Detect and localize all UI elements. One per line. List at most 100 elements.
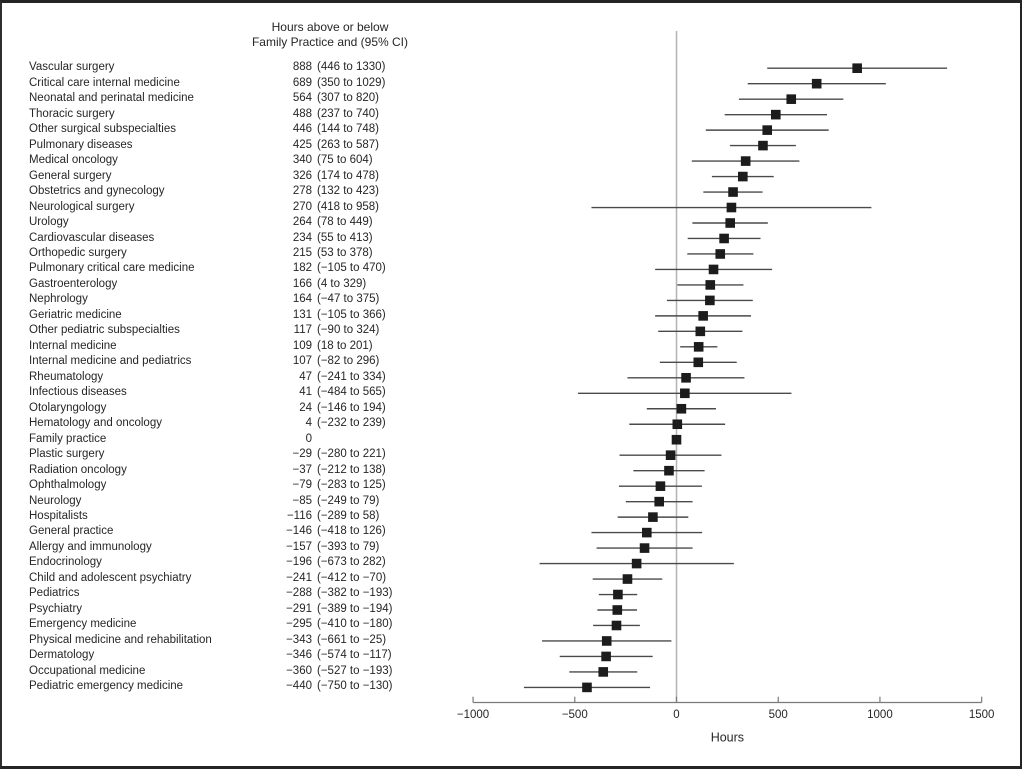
specialty-row: Medical oncology 340 (75 to 604) xyxy=(0,153,450,168)
point-marker xyxy=(601,636,612,646)
specialty-label: Occupational medicine xyxy=(29,664,146,677)
point-marker xyxy=(671,434,682,445)
point-marker xyxy=(654,496,665,507)
specialty-row: Pulmonary diseases 425 (263 to 587) xyxy=(0,138,450,153)
point-marker xyxy=(676,403,687,414)
confidence-interval-text: (−661 to −25) xyxy=(317,633,387,646)
confidence-interval-text: (−484 to 565) xyxy=(317,386,386,399)
specialty-label: Physical medicine and rehabilitation xyxy=(29,633,212,646)
point-marker xyxy=(641,527,652,538)
specialty-label: Orthopedic surgery xyxy=(29,247,127,260)
specialty-label: Critical care internal medicine xyxy=(29,76,180,89)
estimate-value: 215 xyxy=(292,247,312,260)
estimate-value: −295 xyxy=(286,618,312,631)
point-marker xyxy=(672,419,683,430)
point-marker xyxy=(611,620,622,631)
estimate-value: 278 xyxy=(292,185,312,198)
specialty-label: Ophthalmology xyxy=(29,479,107,492)
specialty-label: Urology xyxy=(29,216,69,229)
confidence-interval-text: (−574 to −117) xyxy=(317,649,392,662)
confidence-interval-text: (263 to 587) xyxy=(317,138,380,151)
specialty-label: Nephrology xyxy=(29,293,88,306)
point-marker xyxy=(639,543,650,553)
confidence-interval-text: (−527 to −193) xyxy=(317,664,393,677)
specialty-row: General practice −146 (−418 to 126) xyxy=(0,524,450,539)
confidence-interval-text: (−280 to 221) xyxy=(317,448,386,461)
point-marker xyxy=(705,295,715,306)
point-marker xyxy=(852,63,862,73)
specialty-row: Emergency medicine −295 (−410 to −180) xyxy=(0,617,450,632)
estimate-value: −440 xyxy=(286,680,312,693)
confidence-interval-text: (4 to 329) xyxy=(317,277,367,290)
point-marker xyxy=(622,574,633,584)
confidence-interval-text: (−146 to 194) xyxy=(317,401,386,414)
confidence-interval-text: (−90 to 324) xyxy=(317,324,380,337)
estimate-value: −146 xyxy=(286,525,312,538)
estimate-value: −37 xyxy=(292,463,312,476)
confidence-interval-text: (−249 to 79) xyxy=(317,494,380,507)
estimate-value: 689 xyxy=(292,76,312,89)
point-marker xyxy=(811,78,822,89)
specialty-row: Gastroenterology 166 (4 to 329) xyxy=(0,277,450,292)
confidence-interval-text: (132 to 423) xyxy=(317,185,380,198)
estimate-value: 47 xyxy=(299,370,312,383)
confidence-interval-text: (−412 to −70) xyxy=(317,571,387,584)
specialty-label: Psychiatry xyxy=(29,602,83,615)
confidence-interval-text: (237 to 740) xyxy=(317,107,380,120)
specialty-row: Vascular surgery 888 (446 to 1330) xyxy=(0,60,450,75)
specialty-row: Pediatric emergency medicine −440 (−750 to… xyxy=(0,679,450,694)
estimate-value: −241 xyxy=(286,571,312,584)
specialty-row: Allergy and immunology −157 (−393 to 79) xyxy=(0,540,450,555)
specialty-row: Other surgical subspecialties 446 (144 to … xyxy=(0,122,450,137)
specialty-row: Psychiatry −291 (−389 to −194) xyxy=(0,602,450,617)
specialty-label: Infectious diseases xyxy=(29,386,127,399)
specialty-label: Rheumatology xyxy=(29,370,104,383)
specialty-label: Obstetrics and gynecology xyxy=(29,185,165,198)
estimate-value: 131 xyxy=(292,308,312,321)
estimate-value: −196 xyxy=(286,556,312,569)
confidence-interval-text: (144 to 748) xyxy=(317,123,380,136)
point-marker xyxy=(770,109,781,120)
specialty-label: Emergency medicine xyxy=(29,618,137,631)
confidence-interval-text: (307 to 820) xyxy=(317,92,380,105)
confidence-interval-text: (−82 to 296) xyxy=(317,355,380,368)
confidence-interval-text: (−105 to 470) xyxy=(317,262,386,275)
estimate-value: −157 xyxy=(286,540,312,553)
specialty-row: General surgery 326 (174 to 478) xyxy=(0,169,450,184)
specialty-label: Thoracic surgery xyxy=(29,107,115,120)
specialty-label: Pediatrics xyxy=(29,587,80,600)
estimate-value: 0 xyxy=(305,432,312,445)
specialty-list: Vascular surgery 888 (446 to 1330) Critical… xyxy=(0,60,450,694)
specialty-row: Internal medicine and pediatrics 107 (−82 … xyxy=(0,354,450,369)
point-marker xyxy=(582,682,592,693)
point-marker xyxy=(762,125,773,135)
estimate-value: 488 xyxy=(292,107,312,120)
specialty-row: Cardiovascular diseases 234 (55 to 413) xyxy=(0,231,450,246)
specialty-label: Otolaryngology xyxy=(29,401,107,414)
specialty-label: Neurological surgery xyxy=(29,200,135,213)
specialty-row: Neonatal and perinatal medicine 564 (307 t… xyxy=(0,91,450,106)
x-axis-tick-label: 500 xyxy=(769,709,788,721)
specialty-label: Family practice xyxy=(29,432,107,445)
point-marker xyxy=(719,233,729,244)
specialty-row: Physical medicine and rehabilitation −343… xyxy=(0,633,450,648)
specialty-row: Infectious diseases 41 (−484 to 565) xyxy=(0,385,450,400)
specialty-row: Occupational medicine −360 (−527 to −193) xyxy=(0,664,450,679)
estimate-value: 888 xyxy=(292,61,312,74)
specialty-label: Allergy and immunology xyxy=(29,540,152,553)
point-marker xyxy=(726,202,737,213)
confidence-interval-text: (−105 to 366) xyxy=(317,308,386,321)
estimate-value: −291 xyxy=(286,602,312,615)
specialty-row: Thoracic surgery 488 (237 to 740) xyxy=(0,107,450,122)
x-axis-tick-label: 0 xyxy=(673,709,679,721)
point-marker xyxy=(665,450,676,460)
estimate-value: 117 xyxy=(293,324,312,337)
specialty-row: Plastic surgery −29 (−280 to 221) xyxy=(0,447,450,462)
specialty-label: Neurology xyxy=(29,494,82,507)
specialty-row: Orthopedic surgery 215 (53 to 378) xyxy=(0,246,450,261)
estimate-value: 164 xyxy=(292,293,312,306)
specialty-label: Other surgical subspecialties xyxy=(29,123,177,136)
point-marker xyxy=(725,218,736,228)
specialty-row: Internal medicine 109 (18 to 201) xyxy=(0,339,450,354)
confidence-interval-text: (55 to 413) xyxy=(317,231,373,244)
